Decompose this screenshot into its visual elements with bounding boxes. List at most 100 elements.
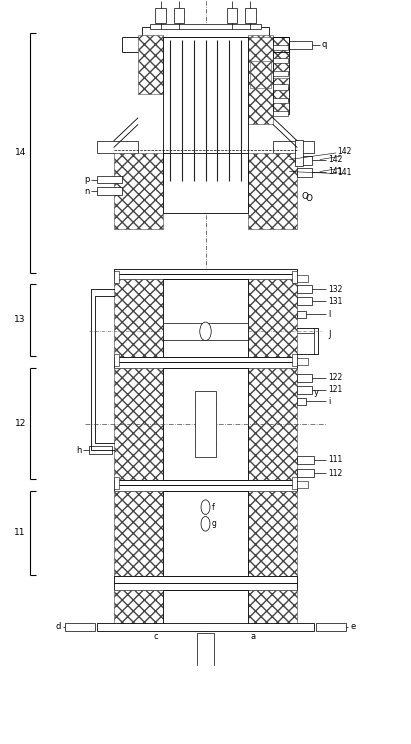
Bar bbox=[297, 168, 312, 177]
Bar bbox=[297, 398, 305, 405]
Bar bbox=[97, 141, 138, 153]
Bar bbox=[245, 8, 256, 22]
Text: O: O bbox=[301, 192, 308, 201]
Bar bbox=[248, 490, 297, 577]
Bar bbox=[163, 279, 248, 357]
Bar bbox=[174, 8, 184, 22]
Bar bbox=[163, 490, 248, 577]
Bar bbox=[199, 670, 212, 696]
Text: 14: 14 bbox=[14, 148, 26, 158]
Text: 131: 131 bbox=[328, 297, 342, 306]
Circle shape bbox=[200, 322, 211, 341]
Bar bbox=[273, 97, 289, 103]
Bar bbox=[195, 391, 216, 457]
Bar bbox=[114, 357, 297, 362]
Bar bbox=[195, 683, 216, 693]
Bar bbox=[114, 274, 297, 279]
Bar bbox=[297, 481, 307, 488]
Bar bbox=[114, 368, 163, 480]
Text: 141: 141 bbox=[328, 167, 342, 176]
Bar bbox=[273, 141, 314, 153]
Bar bbox=[248, 153, 297, 229]
Bar bbox=[163, 153, 248, 213]
Bar bbox=[150, 24, 261, 28]
Text: 122: 122 bbox=[328, 373, 342, 382]
Bar bbox=[297, 385, 312, 394]
Bar bbox=[142, 27, 269, 37]
Text: 13: 13 bbox=[14, 315, 26, 324]
Bar bbox=[297, 275, 307, 282]
Bar bbox=[114, 485, 297, 490]
Text: 142: 142 bbox=[337, 147, 352, 156]
Bar bbox=[248, 368, 297, 480]
Bar bbox=[273, 58, 289, 63]
Bar bbox=[114, 583, 297, 589]
Bar bbox=[155, 8, 166, 22]
Bar bbox=[316, 623, 346, 631]
Bar bbox=[293, 477, 297, 489]
Bar bbox=[163, 368, 248, 480]
Bar bbox=[289, 41, 312, 49]
Bar bbox=[114, 362, 297, 368]
Bar bbox=[297, 285, 312, 293]
Bar bbox=[293, 353, 297, 365]
Text: f: f bbox=[212, 503, 215, 512]
Text: 12: 12 bbox=[14, 419, 26, 428]
Bar bbox=[227, 8, 237, 22]
Bar bbox=[163, 589, 248, 624]
Text: 11: 11 bbox=[14, 528, 26, 537]
Bar bbox=[114, 589, 163, 624]
Bar bbox=[296, 140, 303, 166]
Bar bbox=[297, 156, 312, 165]
Text: e: e bbox=[351, 622, 356, 632]
Text: 142: 142 bbox=[328, 155, 342, 164]
Bar bbox=[196, 716, 215, 729]
Text: 132: 132 bbox=[328, 285, 342, 294]
Text: c: c bbox=[154, 632, 159, 641]
Bar bbox=[273, 85, 289, 90]
Text: 141: 141 bbox=[337, 167, 352, 176]
Text: n: n bbox=[84, 187, 89, 196]
Bar bbox=[297, 359, 307, 365]
Bar bbox=[250, 61, 271, 88]
Bar bbox=[163, 324, 248, 340]
Bar bbox=[65, 623, 95, 631]
Bar bbox=[114, 269, 297, 274]
Bar bbox=[114, 477, 118, 489]
Bar bbox=[273, 37, 289, 114]
Bar bbox=[114, 279, 163, 357]
Text: y: y bbox=[314, 388, 319, 397]
Bar bbox=[198, 693, 213, 713]
Text: l: l bbox=[328, 310, 330, 319]
Text: O: O bbox=[305, 193, 312, 202]
Bar bbox=[273, 37, 289, 74]
Bar bbox=[114, 480, 297, 485]
Text: p: p bbox=[84, 175, 89, 184]
Bar bbox=[297, 469, 314, 477]
Bar bbox=[273, 71, 289, 77]
Bar bbox=[89, 446, 112, 454]
Bar bbox=[114, 153, 163, 229]
Bar bbox=[114, 577, 297, 583]
Bar bbox=[114, 271, 118, 283]
Bar bbox=[248, 35, 273, 94]
Bar bbox=[163, 37, 248, 184]
Bar bbox=[97, 623, 314, 632]
Bar bbox=[293, 271, 297, 283]
Bar bbox=[273, 45, 289, 50]
Text: 121: 121 bbox=[328, 385, 342, 394]
Text: a: a bbox=[250, 632, 256, 641]
Bar bbox=[297, 297, 312, 305]
Bar bbox=[248, 279, 297, 357]
Bar bbox=[196, 633, 215, 670]
Bar bbox=[297, 456, 314, 464]
Text: d: d bbox=[55, 622, 60, 632]
Text: h: h bbox=[76, 446, 82, 455]
Text: J: J bbox=[328, 330, 330, 339]
Bar bbox=[97, 187, 122, 196]
Text: 112: 112 bbox=[328, 469, 342, 478]
Bar bbox=[138, 35, 163, 94]
Bar bbox=[273, 111, 289, 116]
Bar bbox=[248, 589, 297, 624]
Text: g: g bbox=[212, 519, 217, 528]
